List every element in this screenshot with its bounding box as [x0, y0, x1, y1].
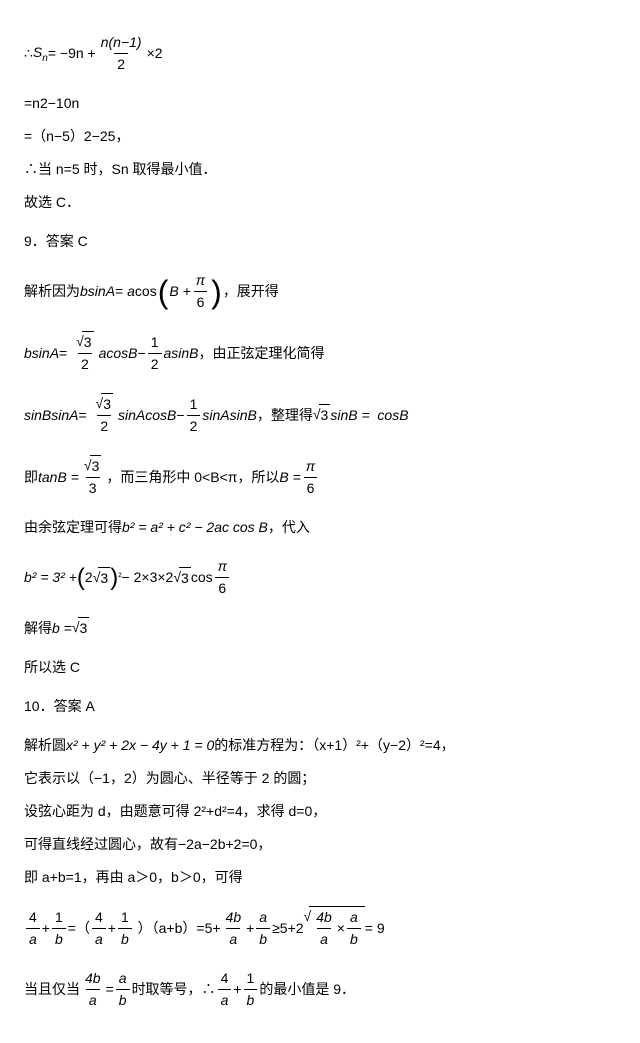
bsinA: bsinA	[80, 281, 115, 302]
frac-4b-a: 4b a	[223, 907, 245, 950]
frac-4-a: 4 a	[26, 907, 40, 950]
frac-pi-6-c: π 6	[215, 556, 230, 599]
eq-paren: =（	[68, 918, 90, 939]
Sn: Sn	[33, 42, 48, 66]
analysis-circle: 解析圆	[24, 735, 66, 756]
frac-1-2-b: 1 2	[187, 394, 201, 437]
sqrt3: 3	[313, 404, 330, 426]
sqrt3-c: 3	[173, 567, 190, 589]
sinAsinB: sinAsinB	[202, 405, 256, 426]
equals: =	[78, 405, 86, 426]
standard-form: 的标准方程为：（x+1）²+（y−2）²=4，	[214, 735, 454, 756]
substitute: ，代入	[268, 517, 310, 538]
frac-1-b-3: 1 b	[244, 968, 258, 1011]
frac-pi-6: π 6	[193, 270, 208, 313]
equals: =	[115, 281, 123, 302]
q9-answer: 9．答案 C	[24, 231, 616, 252]
cos: cos	[135, 281, 157, 302]
by-sine-rule: ，由正弦定理化简得	[199, 343, 325, 364]
solve-label: 解得	[24, 618, 52, 639]
conclusion-n5: ∴当 n=5 时，Sn 取得最小值．	[24, 159, 616, 180]
tanB: tanB =	[38, 467, 79, 488]
iff-label: 当且仅当	[24, 979, 80, 1000]
rparen-icon: )	[110, 566, 118, 590]
frac-1-b-2: 1 b	[118, 907, 132, 950]
reorganize: ，整理得	[257, 405, 313, 426]
plus: +	[42, 918, 50, 939]
frac-4b-a-2: 4b a	[82, 968, 104, 1011]
minus: −	[176, 405, 184, 426]
ge-5-2: ≥5+2	[272, 918, 303, 939]
ie-label: 即	[24, 467, 38, 488]
minus-product: − 2×3×2	[122, 567, 174, 588]
cosine-formula: b² = a² + c² − 2ac cos B	[122, 517, 268, 538]
equality-holds: 时取等号，∴	[132, 979, 216, 1000]
frac-n-n1-2: n(n−1) 2	[98, 32, 145, 75]
a: a	[127, 281, 135, 302]
analysis-label: 解析因为	[24, 281, 80, 302]
equals: =	[106, 979, 114, 1000]
circle-eq: x² + y² + 2x − 4y + 1 = 0	[66, 735, 214, 756]
b-eq: b =	[52, 618, 72, 639]
lparen-icon: (	[77, 566, 85, 590]
b-sq-eq: b² = 3² +	[24, 567, 77, 588]
bsinA-2: bsinA	[24, 343, 59, 364]
therefore: ∴	[24, 43, 33, 64]
sqrt-product: 4ba × ab	[304, 906, 365, 950]
frac-4-a-2: 4 a	[92, 907, 106, 950]
equals: =	[59, 343, 67, 364]
asinB: asinB	[164, 343, 199, 364]
lparen-icon: (	[158, 276, 169, 308]
circle-desc: 它表示以（−1，2）为圆心、半径等于 2 的圆；	[24, 768, 616, 789]
line-through-center: 可得直线经过圆心，故有−2a−2b+2=0，	[24, 834, 616, 855]
sinAcosB: sinAcosB	[118, 405, 176, 426]
minus: −	[138, 343, 146, 364]
eq-text: = −9n +	[48, 43, 96, 64]
sinB-eq: sinB =	[330, 405, 369, 426]
eq-n2-10n: =n2−10n	[24, 93, 616, 114]
sqrt3-d: 3	[72, 617, 89, 639]
cosB: cosB	[377, 405, 408, 426]
sinBsinA: sinBsinA	[24, 405, 78, 426]
acosB: acosB	[99, 343, 138, 364]
sqrt3-b: 3	[93, 567, 110, 589]
rparen-icon: )	[211, 276, 222, 308]
plus: +	[233, 979, 241, 1000]
min-value-9: 的最小值是 9．	[259, 979, 355, 1000]
times-ab: ）（a+b）=5+	[138, 918, 221, 939]
B-plus: B +	[169, 281, 190, 302]
plus: +	[108, 918, 116, 939]
triangle-range: ，而三角形中 0<B<π，所以	[106, 467, 279, 488]
eq-n5-25: =（n−5）2−25，	[24, 126, 616, 147]
frac-1-2: 1 2	[148, 332, 162, 375]
chord-dist: 设弦心距为 d，由题意可得 2²+d²=4，求得 d=0，	[24, 801, 616, 822]
frac-1-b: 1 b	[52, 907, 66, 950]
frac-rt3-3: 3 3	[81, 455, 104, 499]
times-2: ×2	[147, 43, 163, 64]
B-eq: B =	[279, 467, 300, 488]
cos-label: cos	[191, 567, 213, 588]
frac-a-b: a b	[256, 907, 270, 950]
so-choose-c: 所以选 C	[24, 657, 616, 678]
by-cosine-rule: 由余弦定理可得	[24, 517, 122, 538]
frac-rt3-2-b: 3 2	[93, 393, 116, 437]
eq-9: = 9	[365, 918, 385, 939]
frac-rt3-2: 3 2	[73, 331, 96, 375]
frac-4-a-3: 4 a	[218, 968, 232, 1011]
frac-a-b-2: a b	[116, 968, 130, 1011]
frac-pi-6-b: π 6	[303, 456, 318, 499]
q10-answer: 10．答案 A	[24, 696, 616, 717]
choose-c: 故选 C．	[24, 192, 616, 213]
plus: +	[246, 918, 254, 939]
two: 2	[85, 567, 93, 588]
expand-text: ，展开得	[223, 281, 279, 302]
a-plus-b: 即 a+b=1，再由 a＞0，b＞0，可得	[24, 867, 616, 888]
